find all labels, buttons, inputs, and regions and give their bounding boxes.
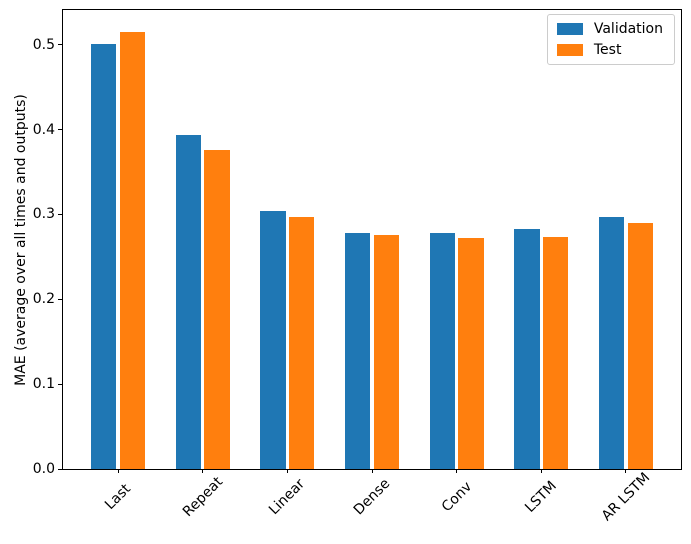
bar-test-lstm: [542, 237, 569, 469]
x-tick-mark: [371, 469, 373, 473]
bar-validation-lstm: [514, 228, 540, 469]
y-tick-mark: [58, 44, 62, 46]
x-tick-label-last: Last: [102, 481, 135, 513]
y-tick-label-0-5: 0.5: [32, 36, 55, 53]
x-tick-mark: [540, 469, 542, 473]
bar-validation-ar-lstm: [598, 217, 625, 469]
bar-test-last: [119, 32, 146, 469]
x-tick-mark: [625, 469, 627, 473]
bar-validation-last: [91, 43, 117, 469]
x-tick-mark: [286, 469, 288, 473]
x-tick-mark: [202, 469, 204, 473]
x-tick-label-conv: Conv: [438, 478, 475, 516]
y-tick-mark: [58, 129, 62, 131]
x-tick-mark: [456, 469, 458, 473]
x-tick-label-ar-lstm: AR LSTM: [598, 469, 654, 525]
bar-validation-conv: [429, 233, 455, 469]
x-tick-mark: [117, 469, 119, 473]
y-tick-label-0-0: 0.0: [32, 461, 55, 477]
validation-color-swatch: [556, 23, 583, 35]
x-tick-label-repeat: Repeat: [179, 473, 226, 521]
bar-test-linear: [289, 217, 315, 469]
bar-test-repeat: [204, 149, 230, 469]
test-color-swatch: [556, 44, 583, 56]
bar-validation-linear: [260, 211, 286, 469]
legend-item-validation: Validation: [556, 21, 665, 37]
bar-test-dense: [373, 234, 400, 469]
y-tick-mark: [58, 468, 62, 470]
legend: Validation Test: [546, 14, 675, 65]
bar-test-ar-lstm: [627, 222, 653, 469]
x-tick-label-linear: Linear: [266, 475, 309, 519]
legend-label-validation: Validation: [593, 21, 663, 37]
plot-area: Last Repeat Linear Dense Conv LSTM AR LSTM 0.0 0…: [33, 9, 682, 524]
x-tick-label-lstm: LSTM: [522, 478, 561, 516]
bar-validation-repeat: [175, 134, 202, 469]
y-tick-label-0-1: 0.1: [32, 376, 55, 393]
y-tick-mark: [58, 298, 62, 300]
y-tick-mark: [58, 383, 62, 385]
x-tick-label-dense: Dense: [350, 475, 394, 519]
legend-label-test: Test: [593, 42, 622, 58]
bar-validation-dense: [344, 233, 371, 469]
y-tick-label-0-4: 0.4: [32, 121, 55, 138]
y-tick-label-0-2: 0.2: [32, 291, 55, 308]
bar-test-conv: [458, 238, 484, 469]
y-axis-label: MAE (average over all times and outputs): [13, 94, 29, 386]
y-tick-label-0-3: 0.3: [32, 206, 55, 223]
legend-item-test: Test: [556, 42, 665, 58]
y-tick-mark: [58, 213, 62, 215]
